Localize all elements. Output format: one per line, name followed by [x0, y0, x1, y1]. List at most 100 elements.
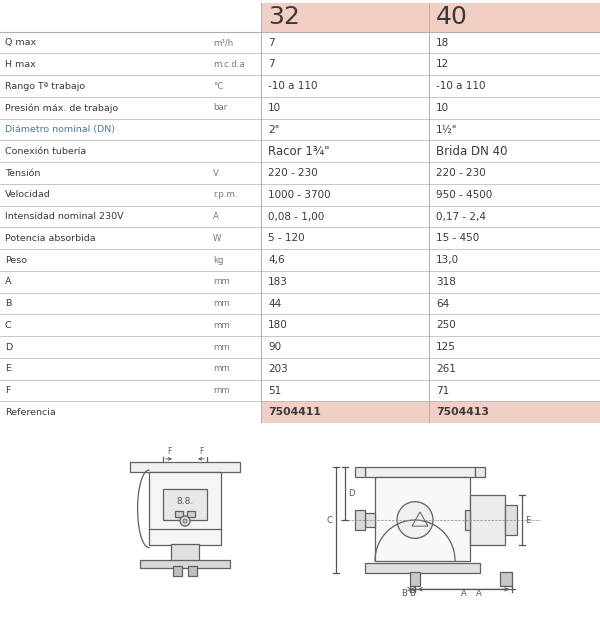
Text: 90: 90 [268, 342, 281, 352]
Text: 183: 183 [268, 277, 288, 287]
Text: E: E [525, 515, 530, 525]
Bar [163, 490, 207, 520]
Text: 71: 71 [436, 386, 449, 396]
Text: mm: mm [213, 321, 230, 330]
Text: A: A [476, 589, 481, 598]
Text: 18: 18 [436, 38, 449, 48]
Text: Racor 1¾": Racor 1¾" [268, 145, 330, 158]
Text: r.p.m.: r.p.m. [213, 191, 238, 199]
Bar [355, 510, 365, 530]
Text: A: A [213, 212, 219, 221]
Text: 950 - 4500: 950 - 4500 [436, 190, 493, 200]
Text: mm: mm [213, 342, 230, 352]
Text: Potencia absorbida: Potencia absorbida [5, 234, 95, 243]
Text: 2": 2" [268, 125, 280, 135]
Bar [365, 563, 480, 573]
Circle shape [183, 519, 187, 523]
Bar [188, 566, 197, 576]
Text: Presión máx. de trabajo: Presión máx. de trabajo [5, 103, 118, 113]
Text: 5 - 120: 5 - 120 [268, 233, 305, 243]
Text: 0,08 - 1,00: 0,08 - 1,00 [268, 211, 325, 221]
Text: m³/h: m³/h [213, 38, 233, 47]
Bar [355, 467, 365, 477]
Circle shape [397, 502, 433, 539]
Text: 261: 261 [436, 364, 456, 374]
Bar [505, 505, 517, 535]
Text: 32: 32 [268, 6, 300, 29]
Text: Velocidad: Velocidad [5, 191, 50, 199]
Text: 8.8.: 8.8. [176, 497, 194, 506]
Text: mm: mm [213, 277, 230, 287]
Bar [365, 467, 475, 477]
Text: 220 - 230: 220 - 230 [436, 168, 486, 178]
Text: F: F [5, 386, 10, 395]
Text: B: B [401, 589, 407, 598]
Text: Diámetro nominal (DN): Diámetro nominal (DN) [5, 125, 115, 134]
Text: B: B [5, 299, 11, 308]
Text: Peso: Peso [5, 256, 27, 265]
Text: 318: 318 [436, 277, 456, 287]
Bar [465, 510, 470, 530]
Text: mm: mm [213, 299, 230, 308]
Text: V: V [213, 169, 219, 177]
Text: Rango Tª trabajo: Rango Tª trabajo [5, 82, 85, 90]
Text: mm: mm [213, 364, 230, 373]
Text: Conexión tubería: Conexión tubería [5, 147, 86, 156]
Text: B: B [409, 589, 415, 598]
Text: 13,0: 13,0 [436, 255, 460, 265]
Text: Referencia: Referencia [5, 408, 56, 417]
Bar [149, 472, 221, 545]
Text: 203: 203 [268, 364, 288, 374]
Text: 40: 40 [436, 6, 468, 29]
Text: Tensión: Tensión [5, 169, 40, 177]
Text: 250: 250 [436, 320, 456, 330]
Bar [475, 467, 485, 477]
Text: C: C [326, 515, 332, 525]
Text: A: A [461, 589, 467, 598]
Text: mm: mm [213, 386, 230, 395]
Text: 7504411: 7504411 [268, 408, 321, 418]
Text: E: E [5, 364, 11, 373]
Text: °C: °C [213, 82, 223, 90]
Text: 1½": 1½" [436, 125, 458, 135]
Text: -10 a 110: -10 a 110 [436, 81, 486, 91]
Text: C: C [5, 321, 11, 330]
Bar [429, 401, 600, 423]
Text: Brida DN 40: Brida DN 40 [436, 145, 508, 158]
Bar [470, 495, 505, 545]
Bar [261, 401, 429, 423]
Text: F: F [167, 447, 171, 456]
Text: D: D [348, 489, 355, 498]
Bar [173, 566, 182, 576]
Text: Q max: Q max [5, 38, 36, 47]
Bar [261, 3, 429, 32]
Text: Intensidad nominal 230V: Intensidad nominal 230V [5, 212, 124, 221]
Text: 1000 - 3700: 1000 - 3700 [268, 190, 331, 200]
Text: 15 - 450: 15 - 450 [436, 233, 479, 243]
Text: 10: 10 [436, 103, 449, 113]
Text: D: D [5, 342, 12, 352]
Bar [429, 3, 600, 32]
Bar [171, 544, 199, 561]
Bar [375, 477, 470, 561]
Text: 7: 7 [268, 38, 275, 48]
Text: 51: 51 [268, 386, 281, 396]
Bar [140, 560, 230, 568]
Text: 0,17 - 2,4: 0,17 - 2,4 [436, 211, 486, 221]
Text: m.c.d.a: m.c.d.a [213, 60, 245, 69]
Text: 64: 64 [436, 298, 449, 308]
Text: 125: 125 [436, 342, 456, 352]
Bar [175, 511, 183, 517]
Text: H max: H max [5, 60, 35, 69]
Bar [187, 511, 195, 517]
Bar [130, 462, 240, 472]
Text: kg: kg [213, 256, 223, 265]
Circle shape [180, 516, 190, 526]
Text: 44: 44 [268, 298, 281, 308]
Text: F: F [199, 447, 203, 456]
Text: 180: 180 [268, 320, 288, 330]
Bar [365, 513, 375, 527]
Text: 7: 7 [268, 60, 275, 70]
Text: 4,6: 4,6 [268, 255, 285, 265]
Text: W: W [213, 234, 221, 243]
